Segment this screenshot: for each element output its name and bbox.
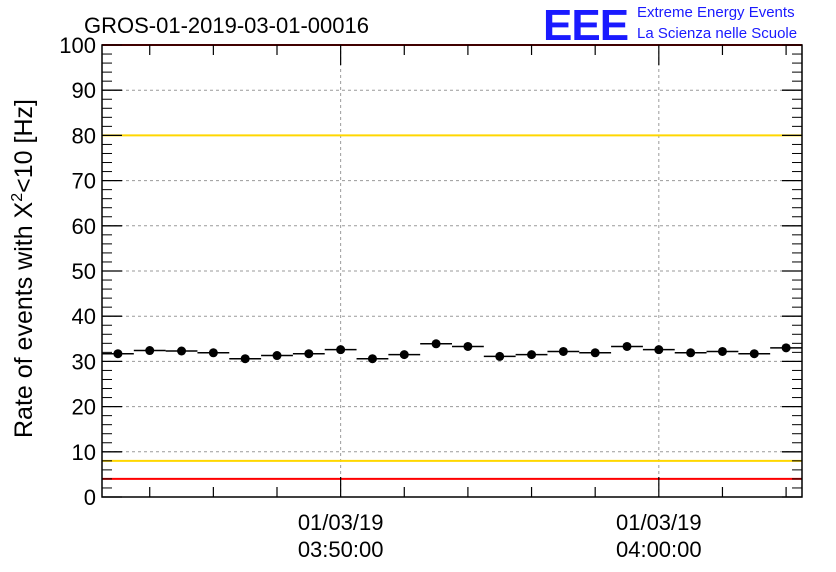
data-point (399, 350, 409, 360)
data-point (558, 346, 568, 356)
y-tick-label: 50 (72, 259, 96, 284)
data-point (336, 345, 346, 355)
data-point (781, 343, 791, 353)
reference-lines (102, 44, 802, 480)
data-point (654, 345, 664, 355)
data-point (208, 348, 218, 358)
data-point (304, 349, 314, 359)
data-point (749, 349, 759, 359)
y-tick-label: 10 (72, 440, 96, 465)
data-point (463, 341, 473, 351)
y-axis: 0 10 20 30 40 50 60 70 80 90 100 (59, 33, 802, 510)
logo-mark: EEE (543, 1, 628, 50)
chart-title: GROS-01-2019-03-01-00016 (84, 13, 369, 38)
y-tick-label: 90 (72, 78, 96, 103)
data-point (686, 348, 696, 358)
y-tick-label: 60 (72, 214, 96, 239)
data-point (113, 349, 123, 359)
y-tick-label: 70 (72, 169, 96, 194)
grid-lines (102, 45, 802, 497)
data-point (240, 354, 250, 364)
x-tick-time: 04:00:00 (616, 537, 702, 562)
data-point (177, 346, 187, 356)
y-tick-label: 100 (59, 33, 96, 58)
y-tick-label: 0 (84, 485, 96, 510)
y-axis-label: Rate of events with X2<10 [Hz] (9, 99, 38, 438)
data-point (590, 348, 600, 358)
x-tick-date: 01/03/19 (298, 510, 384, 535)
data-point (622, 341, 632, 351)
logo-line-1: Extreme Energy Events (637, 4, 795, 21)
y-tick-label: 30 (72, 349, 96, 374)
logo-line-2: La Scienza nelle Scuole (637, 25, 797, 42)
y-tick-label: 20 (72, 395, 96, 420)
data-point (527, 350, 537, 360)
data-series (102, 339, 802, 364)
x-tick-time: 03:50:00 (298, 537, 384, 562)
eee-logo: EEE Extreme Energy Events La Scienza nel… (543, 1, 797, 50)
y-tick-label: 40 (72, 304, 96, 329)
data-point (272, 351, 282, 361)
data-point (431, 339, 441, 349)
y-tick-label: 80 (72, 123, 96, 148)
x-tick-date: 01/03/19 (616, 510, 702, 535)
data-point (367, 354, 377, 364)
data-point (717, 346, 727, 356)
data-point (145, 346, 155, 356)
data-point (495, 351, 505, 361)
